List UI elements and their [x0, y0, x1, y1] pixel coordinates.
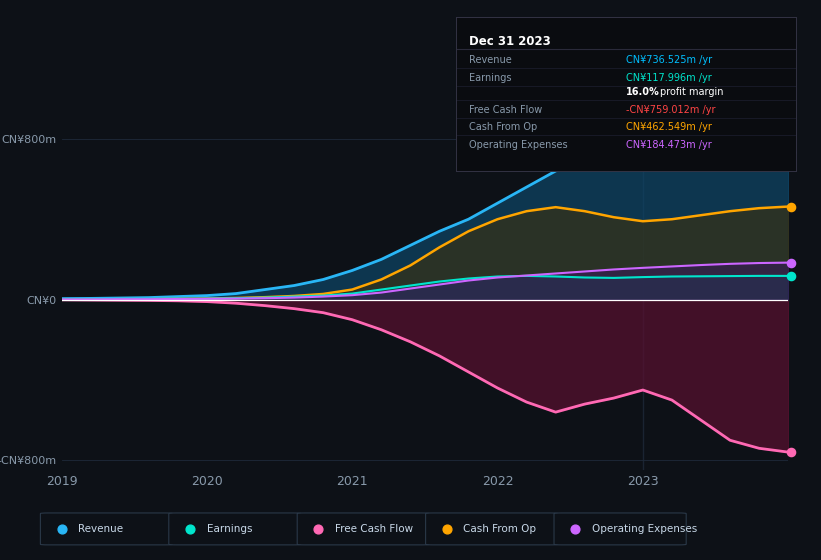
Text: CN¥736.525m /yr: CN¥736.525m /yr	[626, 55, 712, 66]
FancyBboxPatch shape	[169, 513, 301, 545]
Text: Operating Expenses: Operating Expenses	[470, 140, 568, 150]
FancyBboxPatch shape	[297, 513, 429, 545]
Point	[785, 272, 798, 281]
Text: CN¥117.996m /yr: CN¥117.996m /yr	[626, 73, 712, 83]
FancyBboxPatch shape	[425, 513, 557, 545]
Text: Earnings: Earnings	[470, 73, 511, 83]
Text: CN¥462.549m /yr: CN¥462.549m /yr	[626, 122, 712, 132]
Text: Operating Expenses: Operating Expenses	[592, 524, 697, 534]
Point	[785, 447, 798, 456]
FancyBboxPatch shape	[40, 513, 172, 545]
Text: Cash From Op: Cash From Op	[463, 524, 536, 534]
Text: Revenue: Revenue	[470, 55, 512, 66]
Text: Dec 31 2023: Dec 31 2023	[470, 35, 551, 48]
Text: profit margin: profit margin	[660, 87, 723, 97]
Point	[55, 524, 68, 533]
Point	[785, 147, 798, 156]
Point	[440, 524, 453, 533]
Point	[785, 258, 798, 267]
Point	[569, 524, 582, 533]
Point	[312, 524, 325, 533]
Text: CN¥184.473m /yr: CN¥184.473m /yr	[626, 140, 712, 150]
Text: Earnings: Earnings	[207, 524, 252, 534]
Text: 16.0%: 16.0%	[626, 87, 660, 97]
Text: -CN¥759.012m /yr: -CN¥759.012m /yr	[626, 105, 716, 115]
FancyBboxPatch shape	[554, 513, 686, 545]
Text: Free Cash Flow: Free Cash Flow	[335, 524, 413, 534]
Text: Cash From Op: Cash From Op	[470, 122, 538, 132]
Text: Revenue: Revenue	[78, 524, 123, 534]
Point	[785, 202, 798, 211]
Point	[183, 524, 196, 533]
Text: Free Cash Flow: Free Cash Flow	[470, 105, 543, 115]
